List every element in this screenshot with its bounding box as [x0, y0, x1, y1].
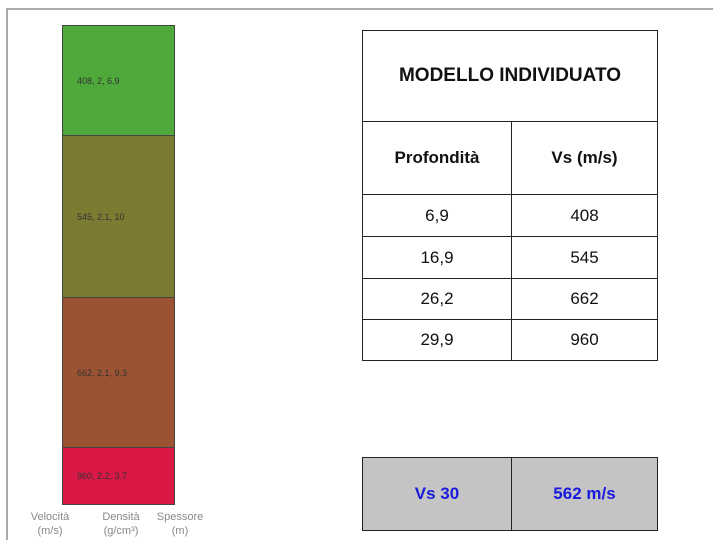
axis-label: Velocità (m/s) [20, 510, 80, 538]
header-cell: Vs (m/s) [511, 121, 658, 195]
layer: 662, 2.1, 9.3 [62, 297, 175, 448]
frame [6, 8, 713, 540]
cell: 662 [511, 278, 658, 320]
axis-name: Velocità [30, 511, 70, 523]
axis-unit: (m) [171, 525, 189, 537]
summary-table: Vs 30 562 m/s [362, 457, 658, 531]
model-table: MODELLO INDIVIDUATO Profondità Vs (m/s) 6… [362, 30, 658, 361]
axis-label: Spessore (m) [148, 510, 212, 538]
axis-unit: (g/cm³) [103, 525, 139, 537]
axis-unit: (m/s) [37, 525, 63, 537]
axis-name: Densità [102, 511, 140, 523]
cell: 960 [511, 319, 658, 361]
table-title: MODELLO INDIVIDUATO [362, 30, 658, 122]
layer: 545, 2.1, 10 [62, 135, 175, 298]
summary-value: 562 m/s [511, 457, 658, 531]
cell: 545 [511, 236, 658, 279]
cell: 6,9 [362, 194, 512, 237]
layer: 408, 2, 6.9 [62, 25, 175, 136]
cell: 26,2 [362, 278, 512, 320]
cell: 16,9 [362, 236, 512, 279]
axis-name: Spessore [156, 511, 204, 523]
cell: 29,9 [362, 319, 512, 361]
axis-label: Densità (g/cm³) [86, 510, 156, 538]
header-cell: Profondità [362, 121, 512, 195]
cell: 408 [511, 194, 658, 237]
summary-label: Vs 30 [362, 457, 512, 531]
layer: 960, 2.2, 3.7 [62, 447, 175, 505]
